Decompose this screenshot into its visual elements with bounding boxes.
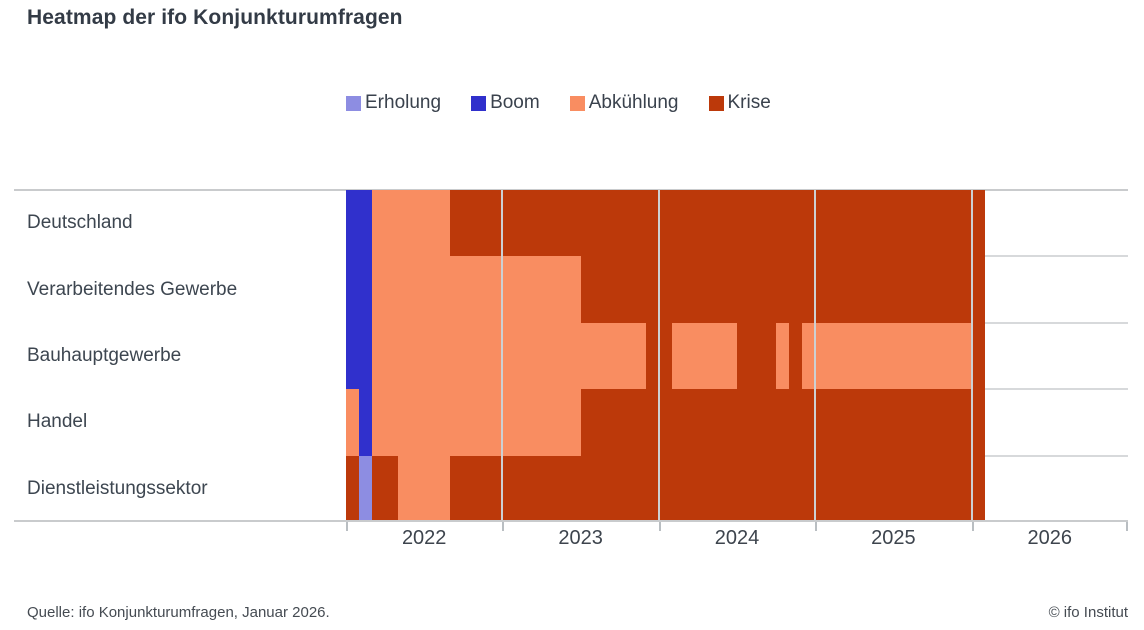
legend-item: Abkühlung: [569, 92, 679, 114]
legend-swatch-krise: [708, 95, 724, 111]
year-gridline: [970, 190, 973, 522]
heatmap-cell-deutschland: [346, 190, 373, 257]
axis-tick: [658, 522, 661, 531]
row-separator: [984, 388, 1128, 391]
heatmap-cell-dienstleistungssektor: [359, 455, 373, 522]
row-label-verarbeitendes-gewerbe: Verarbeitendes Gewerbe: [27, 278, 238, 300]
heatmap-cell-bauhauptgewerbe: [346, 322, 373, 390]
x-axis-label-2023: 2023: [558, 527, 603, 549]
copyright-note: © ifo Institut: [1048, 604, 1128, 621]
legend: Erholung Boom Abkühlung Krise: [346, 92, 771, 114]
plot-area: [346, 190, 1128, 531]
heatmap-cell-verarbeitendes-gewerbe: [372, 256, 581, 323]
axis-tick: [815, 522, 818, 531]
row-separator: [984, 255, 1128, 258]
row-label-bauhauptgewerbe: Bauhauptgewerbe: [27, 345, 182, 366]
heatmap-cell-dienstleistungssektor: [450, 455, 985, 522]
axis-tick: [1126, 522, 1128, 531]
legend-item: Erholung: [346, 92, 441, 114]
legend-label: Erholung: [365, 92, 442, 113]
year-gridline: [814, 190, 817, 522]
heatmap-cell-deutschland: [372, 190, 451, 257]
heatmap-cell-bauhauptgewerbe: [802, 322, 972, 390]
axis-tick: [502, 522, 505, 531]
heatmap-cell-verarbeitendes-gewerbe: [346, 256, 373, 323]
chart-title: Heatmap der ifo Konjunkturumfragen: [27, 6, 403, 29]
year-gridline: [501, 190, 504, 522]
row-separator: [984, 321, 1128, 324]
legend-label: Boom: [490, 92, 540, 113]
row-label-dienstleistungssektor: Dienstleistungssektor: [27, 477, 208, 499]
heatmap-cell-deutschland: [450, 190, 985, 257]
heatmap-cell-dienstleistungssektor: [398, 455, 451, 522]
x-axis-label-2026: 2026: [1027, 527, 1073, 549]
heatmap-cell-handel: [580, 389, 985, 456]
x-axis-line: [14, 520, 1128, 522]
legend-swatch-boom: [471, 95, 487, 111]
heatmap-cell-bauhauptgewerbe: [776, 322, 790, 390]
heatmap-cell-bauhauptgewerbe: [372, 322, 646, 390]
heatmap-cell-dienstleistungssektor: [372, 455, 399, 522]
axis-tick: [346, 522, 348, 531]
x-axis-label-2022: 2022: [401, 527, 447, 549]
legend-item: Boom: [471, 92, 540, 114]
heatmap-cell-handel: [372, 389, 581, 456]
legend-swatch-erholung: [346, 95, 361, 111]
source-note: Quelle: ifo Konjunkturumfragen, Januar 2…: [27, 604, 330, 621]
x-axis-label-2025: 2025: [871, 527, 916, 549]
heatmap-cell-verarbeitendes-gewerbe: [580, 256, 985, 323]
heatmap-cell-bauhauptgewerbe: [671, 322, 737, 390]
row-label-deutschland: Deutschland: [27, 212, 133, 234]
legend-label: Krise: [727, 92, 771, 113]
row-separator: [984, 454, 1128, 457]
legend-item: Krise: [708, 92, 771, 114]
year-gridline: [657, 190, 660, 522]
heatmap-cell-bauhauptgewerbe: [789, 322, 803, 390]
x-axis-label-2024: 2024: [714, 527, 760, 549]
heatmap-cell-handel: [346, 389, 360, 456]
heatmap-cell-bauhauptgewerbe: [736, 322, 777, 390]
legend-label: Abkühlung: [588, 92, 679, 113]
legend-swatch-abkühlung: [569, 95, 585, 111]
axis-tick: [971, 522, 974, 531]
heatmap-cell-bauhauptgewerbe: [971, 322, 985, 390]
footer: Quelle: ifo Konjunkturumfragen, Januar 2…: [27, 604, 1128, 621]
heatmap-cell-handel: [359, 389, 373, 456]
heatmap-cell-dienstleistungssektor: [346, 455, 360, 522]
row-label-handel: Handel: [27, 411, 88, 433]
